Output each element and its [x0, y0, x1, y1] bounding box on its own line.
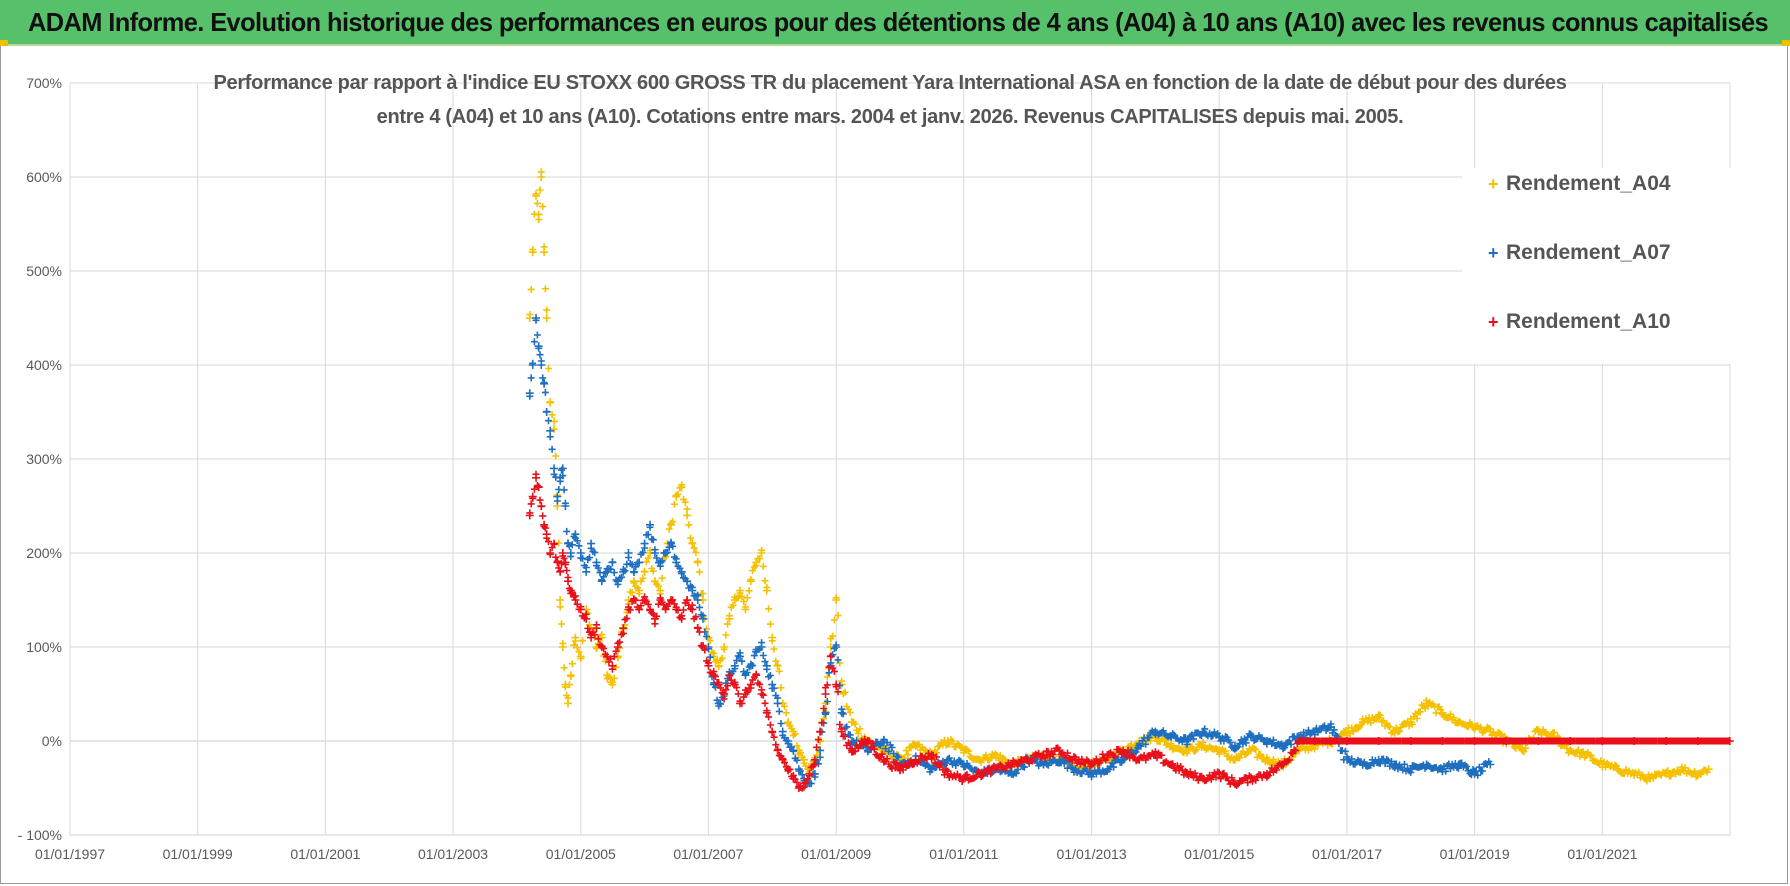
y-tick-label: 0% [42, 733, 62, 749]
series-rendement_a04 [525, 168, 1713, 785]
grid-lines [69, 82, 1731, 836]
x-tick-label: 01/01/1997 [35, 846, 105, 862]
x-tick-label: 01/01/2001 [290, 846, 360, 862]
chart-title: Performance par rapport à l'indice EU ST… [180, 66, 1600, 134]
legend-plus-icon: + [1488, 174, 1499, 194]
data-point [558, 464, 567, 473]
legend-label: Rendement_A07 [1506, 241, 1671, 264]
legend-plus-icon: + [1488, 243, 1499, 263]
header-accent-right [1782, 40, 1790, 46]
page-title: ADAM Informe. Evolution historique des p… [28, 7, 1769, 37]
chart-title-line-1: Performance par rapport à l'indice EU ST… [213, 72, 1567, 94]
legend-item-a07: + Rendement_A07 [1488, 241, 1671, 271]
x-tick-label: 01/01/2017 [1312, 846, 1382, 862]
data-point [542, 314, 551, 322]
x-tick-label: 01/01/2019 [1440, 846, 1510, 862]
legend-label: Rendement_A04 [1506, 172, 1671, 195]
data-point-cloud [526, 470, 1732, 792]
chart-title-line-2: entre 4 (A04) et 10 ans (A10). Cotations… [376, 106, 1404, 128]
series-rendement_a10 [525, 470, 1734, 792]
y-tick-label: - 100% [18, 827, 62, 843]
data-point [821, 699, 830, 708]
x-tick-label: 01/01/2021 [1567, 846, 1637, 862]
header-accent-left [0, 40, 8, 46]
y-tick-label: 100% [26, 639, 62, 655]
y-tick-label: 500% [26, 263, 62, 279]
legend-item-a04: + Rendement_A04 [1488, 172, 1671, 202]
series-rendement_a07 [525, 314, 1495, 788]
y-tick-label: 400% [26, 357, 62, 373]
x-tick-label: 01/01/2015 [1184, 846, 1254, 862]
x-tick-label: 01/01/2011 [929, 846, 998, 862]
x-tick-label: 01/01/2009 [801, 846, 871, 862]
y-tick-label: 600% [26, 169, 62, 185]
y-tick-label: 300% [26, 451, 62, 467]
data-points [525, 168, 1734, 792]
x-tick-label: 01/01/2005 [546, 846, 616, 862]
legend-label: Rendement_A10 [1506, 310, 1671, 333]
x-tick-label: 01/01/2007 [673, 846, 743, 862]
chart-legend: + Rendement_A04 + Rendement_A07 + Rendem… [1462, 168, 1732, 364]
data-point [816, 746, 825, 755]
y-tick-label: 200% [26, 545, 62, 561]
y-tick-label: 700% [26, 75, 62, 91]
x-tick-label: 01/01/1999 [163, 846, 233, 862]
scatter-chart: 700% 600% 500% 400% 300% 200% 100% 0% - 100% 01/0… [18, 75, 1734, 862]
x-tick-label: 01/01/2003 [418, 846, 488, 862]
axis-labels: 700% 600% 500% 400% 300% 200% 100% 0% - 100% 01/0… [18, 75, 1638, 862]
legend-item-a10: + Rendement_A10 [1488, 310, 1671, 340]
data-point [683, 511, 692, 520]
data-point [821, 690, 830, 698]
header-bar: ADAM Informe. Evolution historique des p… [0, 0, 1790, 46]
legend-plus-icon: + [1488, 312, 1499, 332]
x-tick-label: 01/01/2013 [1057, 846, 1127, 862]
data-point [556, 596, 565, 604]
